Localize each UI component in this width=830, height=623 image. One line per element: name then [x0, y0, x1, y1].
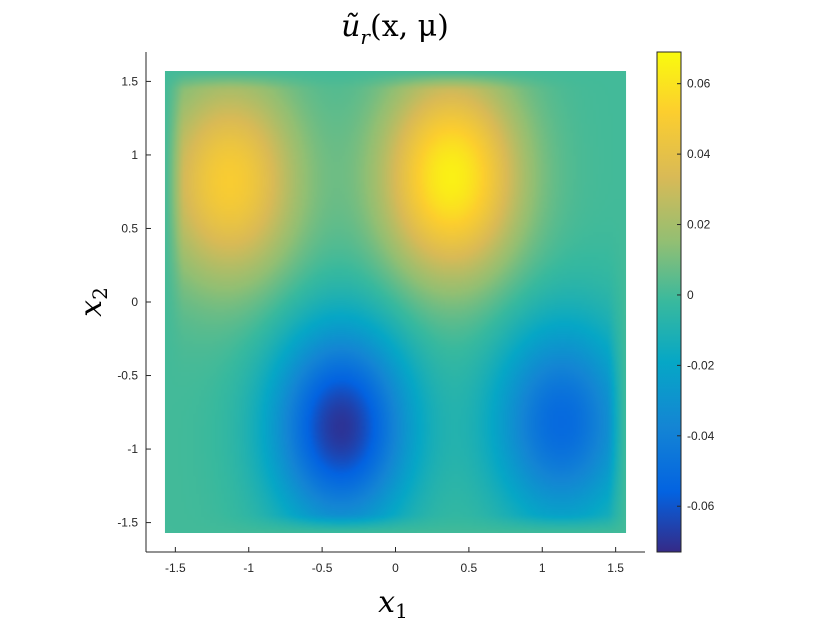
- colorbar-tick-label: -0.02: [687, 358, 715, 372]
- y-axis-label: x2: [74, 287, 112, 317]
- x-tick-label: -1: [243, 561, 254, 575]
- chart-title: ũr(x, μ): [341, 9, 449, 49]
- heatmap: [164, 71, 627, 533]
- x-tick-label: 0.5: [461, 561, 478, 575]
- x-axis-label-subscript: 1: [395, 599, 408, 623]
- x-tick-label: 1.5: [607, 561, 624, 575]
- colorbar-tick-label: 0.02: [687, 218, 711, 232]
- y-axis-label-main: x: [74, 300, 109, 317]
- chart-title-subscript: r: [360, 25, 371, 49]
- x-tick-label: -0.5: [312, 561, 333, 575]
- colorbar-tick-label: 0: [687, 288, 694, 302]
- y-tick-label: -1.5: [117, 516, 138, 530]
- x-tick-label: 1: [539, 561, 546, 575]
- x-axis-label-main: x: [378, 585, 395, 620]
- colorbar-tick-label: 0.04: [687, 147, 711, 161]
- colorbar-tick-label: -0.04: [687, 429, 715, 443]
- chart-title-arguments: (x, μ): [370, 9, 449, 44]
- chart-title-main: ũ: [341, 9, 360, 44]
- y-tick-label: 0: [131, 295, 138, 309]
- colorbar-tick-label: -0.06: [687, 499, 715, 513]
- colorbar-tick-label: 0.06: [687, 77, 711, 91]
- y-ticks: 1.5 1 0.5 0 -0.5 -1 -1.5: [117, 74, 151, 530]
- y-axis-label-subscript: 2: [88, 287, 112, 300]
- y-tick-label: 1.5: [121, 74, 138, 88]
- x-tick-label: -1.5: [165, 561, 186, 575]
- x-axis-label: x1: [378, 585, 408, 623]
- y-tick-label: -0.5: [117, 369, 138, 383]
- colorbar-gradient: [656, 51, 682, 553]
- y-tick-label: -1: [127, 442, 138, 456]
- y-tick-label: 0.5: [121, 221, 138, 235]
- y-tick-label: 1: [131, 148, 138, 162]
- heatmap-image: [164, 71, 627, 533]
- x-ticks: -1.5 -1 -0.5 0 0.5 1 1.5: [165, 547, 624, 575]
- colorbar: 0.06 0.04 0.02 0 -0.02 -0.04 -0.06: [656, 51, 715, 553]
- x-tick-label: 0: [392, 561, 399, 575]
- colorbar-ticks: 0.06 0.04 0.02 0 -0.02 -0.04 -0.06: [677, 77, 715, 513]
